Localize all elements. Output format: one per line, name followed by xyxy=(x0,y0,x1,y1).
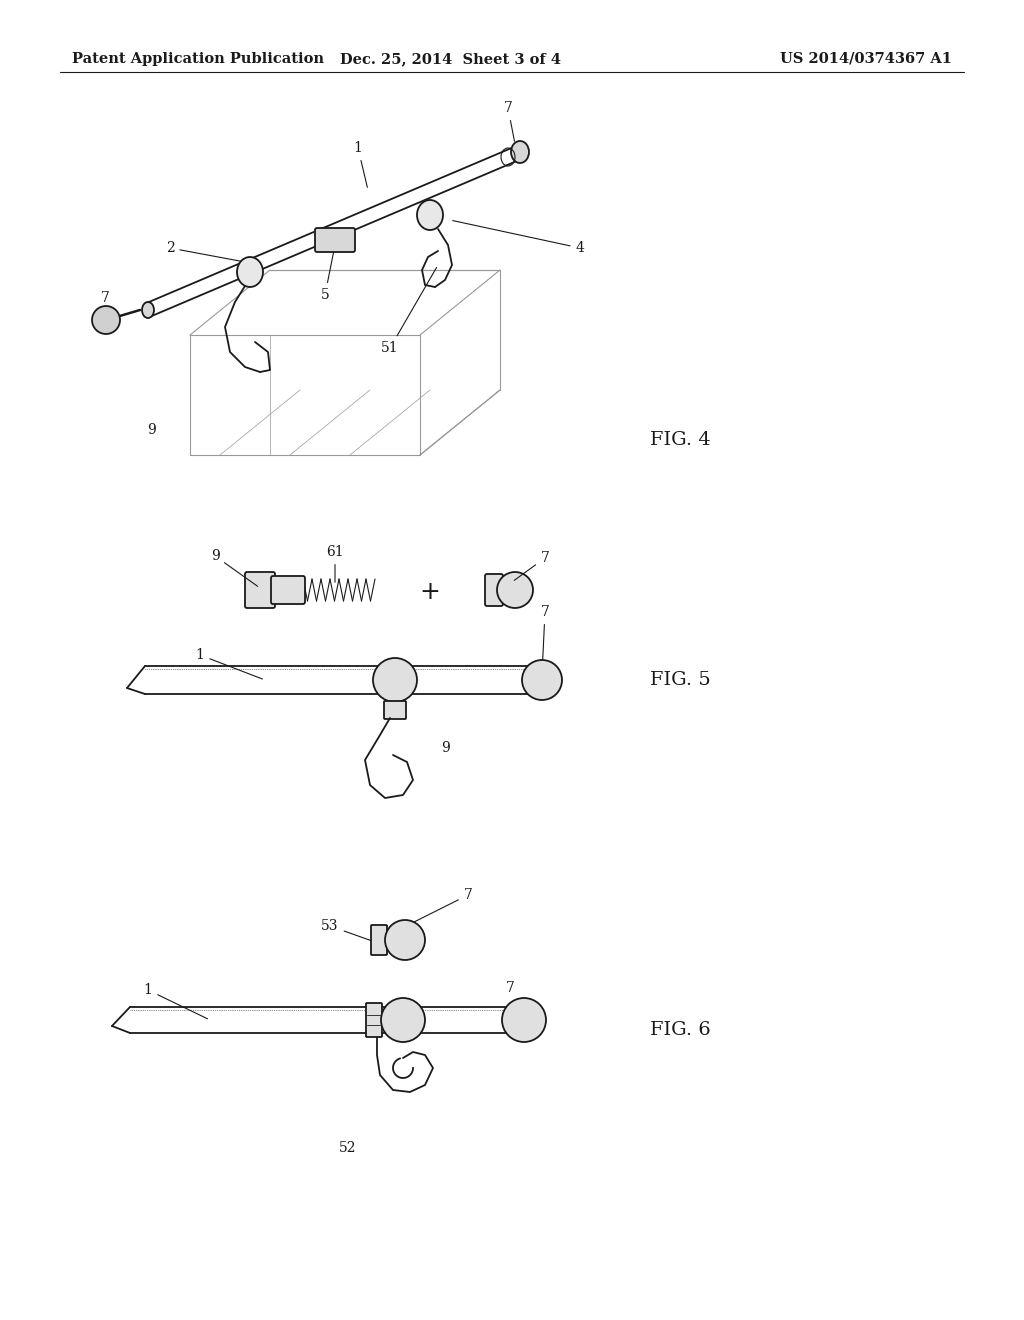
FancyBboxPatch shape xyxy=(384,701,406,719)
Ellipse shape xyxy=(142,302,154,318)
Ellipse shape xyxy=(511,141,529,162)
Text: 7: 7 xyxy=(506,981,522,1010)
Text: FIG. 4: FIG. 4 xyxy=(650,432,711,449)
FancyBboxPatch shape xyxy=(315,228,355,252)
Ellipse shape xyxy=(237,257,263,286)
Text: +: + xyxy=(420,579,440,605)
Text: 7: 7 xyxy=(404,888,472,927)
Text: 1: 1 xyxy=(196,648,262,678)
Text: 1: 1 xyxy=(353,141,368,187)
Circle shape xyxy=(92,306,120,334)
Text: 52: 52 xyxy=(339,1140,356,1155)
Text: 51: 51 xyxy=(381,268,436,355)
Text: 9: 9 xyxy=(147,422,157,437)
Text: 9: 9 xyxy=(440,741,450,755)
Circle shape xyxy=(497,572,534,609)
Circle shape xyxy=(385,920,425,960)
Text: 53: 53 xyxy=(322,919,373,941)
Circle shape xyxy=(522,660,562,700)
Text: 7: 7 xyxy=(514,550,550,581)
Text: Patent Application Publication: Patent Application Publication xyxy=(72,51,324,66)
Text: 61: 61 xyxy=(327,545,344,582)
Text: US 2014/0374367 A1: US 2014/0374367 A1 xyxy=(780,51,952,66)
Text: FIG. 6: FIG. 6 xyxy=(650,1020,711,1039)
FancyBboxPatch shape xyxy=(271,576,305,605)
Text: 5: 5 xyxy=(321,248,335,302)
Text: 9: 9 xyxy=(211,549,258,586)
Text: Dec. 25, 2014  Sheet 3 of 4: Dec. 25, 2014 Sheet 3 of 4 xyxy=(340,51,560,66)
FancyBboxPatch shape xyxy=(366,1003,382,1038)
Circle shape xyxy=(381,998,425,1041)
Text: 1: 1 xyxy=(143,983,208,1019)
FancyBboxPatch shape xyxy=(371,925,387,954)
Text: 4: 4 xyxy=(453,220,585,255)
Ellipse shape xyxy=(417,201,443,230)
Circle shape xyxy=(502,998,546,1041)
FancyBboxPatch shape xyxy=(245,572,275,609)
FancyBboxPatch shape xyxy=(485,574,503,606)
Text: 7: 7 xyxy=(504,102,514,141)
Circle shape xyxy=(373,657,417,702)
Text: FIG. 5: FIG. 5 xyxy=(650,671,711,689)
Text: 7: 7 xyxy=(100,290,110,315)
Text: 7: 7 xyxy=(541,605,550,672)
Text: 2: 2 xyxy=(166,242,243,261)
